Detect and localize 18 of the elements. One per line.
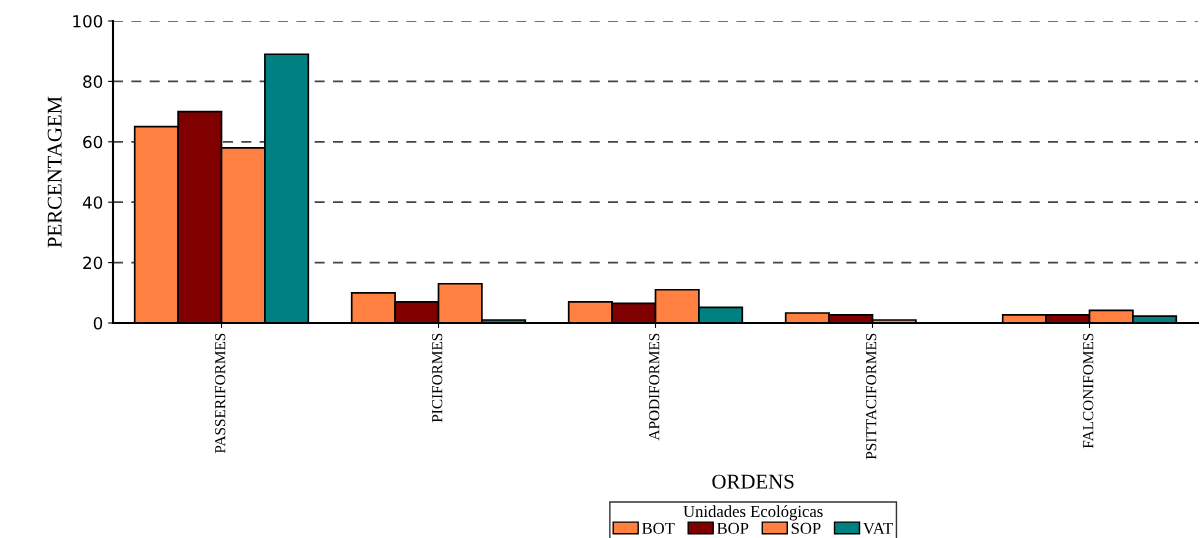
legend-label: BOT: [642, 522, 675, 534]
y-tick-label: 0: [93, 316, 103, 330]
x-tick-label: APODIFORMES: [649, 333, 660, 441]
x-tick-label: PASSERIFORMES: [215, 333, 226, 454]
y-tick-label: 20: [83, 256, 103, 270]
x-axis-title: ORDENS: [712, 474, 794, 489]
legend-label: VAT: [863, 522, 893, 535]
y-axis-title: PERCENTAGEM: [47, 96, 62, 248]
x-tick-label: FALCONIFOMES: [1083, 333, 1094, 449]
y-tick-label: 40: [82, 196, 103, 209]
legend-label: BOP: [717, 522, 749, 534]
y-tick-label: 60: [83, 135, 103, 149]
y-tick-label: 100: [73, 14, 103, 28]
legend-title: Unidades Ecológicas: [683, 505, 823, 521]
x-tick-label: PSITTACIFORMES: [866, 333, 877, 460]
legend-label: SOP: [791, 522, 821, 534]
x-tick-label: PICIFORMES: [432, 333, 443, 423]
y-tick-label: 80: [83, 75, 103, 88]
